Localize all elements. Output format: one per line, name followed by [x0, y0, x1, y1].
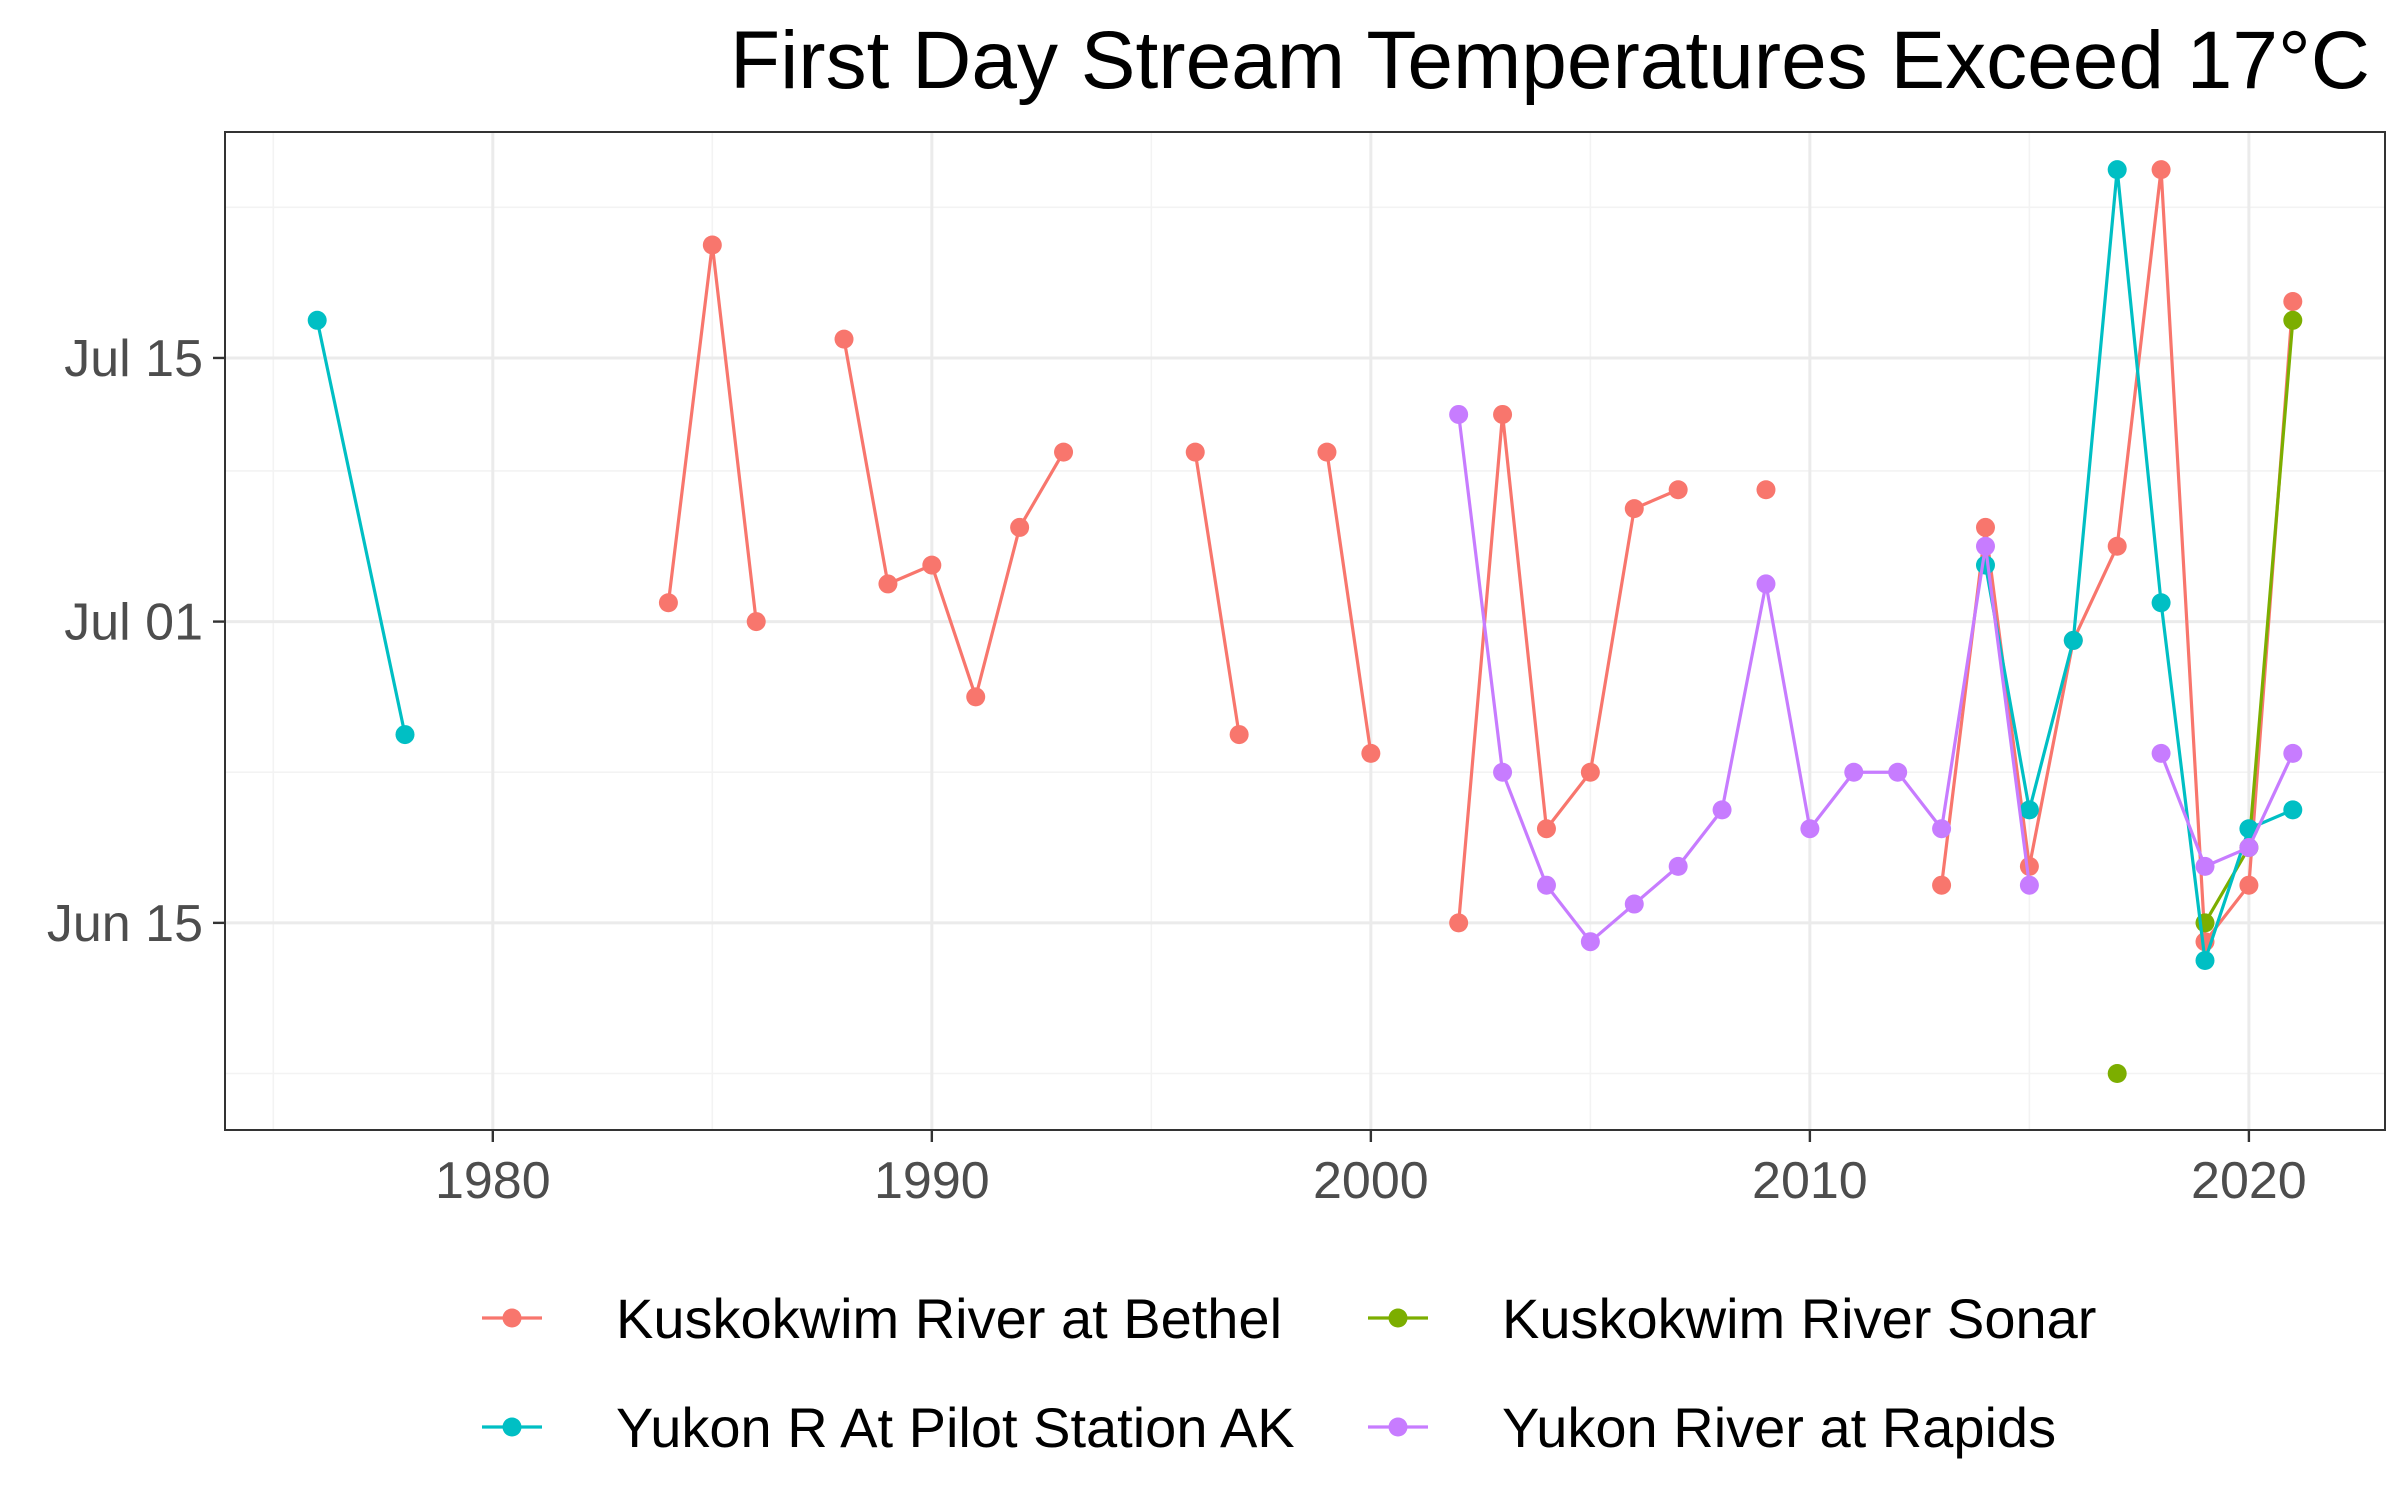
legend: Kuskokwim River at Bethel Kuskokwim River… — [482, 1287, 2096, 1459]
data-point — [2107, 1064, 2127, 1084]
series-line — [1457, 414, 2031, 944]
y-tick-label: Jul 01 — [64, 594, 203, 652]
data-point — [1185, 442, 1205, 462]
data-point — [1229, 725, 1249, 745]
legend-item: Yukon R At Pilot Station AK — [482, 1396, 1295, 1459]
data-point — [1800, 819, 1820, 839]
data-point — [2151, 743, 2171, 763]
data-point — [2107, 160, 2127, 180]
data-point — [878, 574, 898, 594]
legend-label: Kuskokwim River at Bethel — [616, 1287, 1282, 1350]
data-point — [2063, 630, 2083, 650]
data-point — [1975, 536, 1995, 556]
data-point — [1449, 913, 1469, 933]
data-point — [2151, 593, 2171, 613]
data-point — [2195, 856, 2215, 876]
y-axis: Jun 15 Jul 01 Jul 15 — [47, 330, 225, 953]
data-point — [1010, 517, 1030, 537]
data-point — [2239, 819, 2259, 839]
data-point — [1449, 404, 1469, 424]
x-tick-label: 2000 — [1313, 1152, 1429, 1210]
x-tick-label: 2010 — [1752, 1152, 1868, 1210]
x-tick-label: 1980 — [435, 1152, 551, 1210]
data-point — [2283, 291, 2303, 311]
data-point — [1756, 574, 1776, 594]
data-point — [2019, 856, 2039, 876]
series-line — [1193, 451, 1241, 735]
data-point — [2019, 800, 2039, 820]
series-line — [1457, 412, 1679, 924]
data-point — [1054, 442, 1074, 462]
legend-item: Kuskokwim River Sonar — [1368, 1287, 2096, 1350]
data-point — [2107, 536, 2127, 556]
y-tick-label: Jul 15 — [64, 330, 203, 388]
data-point — [1536, 819, 1556, 839]
series — [1449, 404, 2303, 952]
data-point — [2283, 800, 2303, 820]
legend-label: Yukon River at Rapids — [1502, 1396, 2056, 1459]
legend-label: Yukon R At Pilot Station AK — [616, 1396, 1295, 1459]
series-line — [842, 338, 1065, 699]
series-layer — [307, 160, 2303, 1084]
legend-label: Kuskokwim River Sonar — [1502, 1287, 2096, 1350]
data-point — [1536, 875, 1556, 895]
data-point — [1712, 800, 1732, 820]
data-point — [2239, 875, 2259, 895]
data-point — [2283, 743, 2303, 763]
data-point — [2019, 875, 2039, 895]
data-point — [1580, 932, 1600, 952]
grid — [225, 132, 2385, 1130]
data-point — [1888, 762, 1908, 782]
x-tick-label: 2020 — [2191, 1152, 2307, 1210]
chart-title: First Day Stream Temperatures Exceed 17°… — [730, 15, 2370, 106]
data-point — [307, 310, 327, 330]
legend-key-point — [1388, 1417, 1408, 1437]
data-point — [1580, 762, 1600, 782]
data-point — [1844, 762, 1864, 782]
legend-key-point — [502, 1417, 522, 1437]
data-point — [1668, 480, 1688, 500]
legend-key-point — [502, 1308, 522, 1328]
legend-key-point — [1388, 1308, 1408, 1328]
data-point — [1668, 856, 1688, 876]
series-line — [2159, 752, 2295, 868]
legend-item: Kuskokwim River at Bethel — [482, 1287, 1282, 1350]
data-point — [1756, 480, 1776, 500]
data-point — [2195, 951, 2215, 971]
data-point — [2239, 838, 2259, 858]
data-point — [746, 612, 766, 632]
data-point — [1361, 743, 1381, 763]
series — [307, 160, 2303, 971]
plot-panel — [224, 131, 2386, 1131]
data-point — [1624, 499, 1644, 519]
series — [658, 160, 2303, 952]
data-point — [1975, 517, 1995, 537]
data-point — [922, 555, 942, 575]
data-point — [658, 593, 678, 613]
data-point — [1493, 404, 1513, 424]
data-point — [1932, 875, 1952, 895]
data-point — [1624, 894, 1644, 914]
data-point — [834, 329, 854, 349]
x-axis: 1980 1990 2000 2010 2020 — [435, 1130, 2307, 1210]
legend-item: Yukon River at Rapids — [1368, 1396, 2056, 1459]
data-point — [2151, 160, 2171, 180]
data-point — [1317, 442, 1337, 462]
series-line — [315, 319, 407, 735]
data-point — [702, 235, 722, 255]
x-tick-label: 1990 — [874, 1152, 990, 1210]
data-point — [966, 687, 986, 707]
data-point — [2283, 310, 2303, 330]
data-point — [1493, 762, 1513, 782]
series-line — [1325, 451, 1373, 754]
data-point — [395, 725, 415, 745]
data-point — [1932, 819, 1952, 839]
y-tick-label: Jun 15 — [47, 895, 203, 953]
